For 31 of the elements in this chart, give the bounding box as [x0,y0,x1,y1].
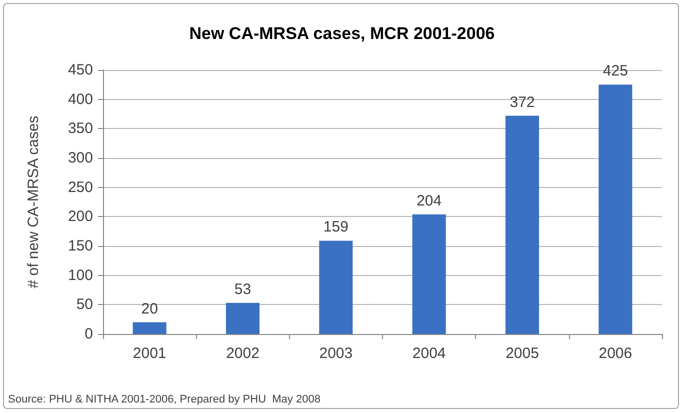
x-tick-label: 2004 [412,345,446,362]
x-tick-label: 2001 [132,345,166,362]
source-note: Source: PHU & NITHA 2001-2006, Prepared by PHU May 2008 [8,394,320,406]
x-tick-label: 2006 [598,345,632,362]
y-tick-label: 400 [68,90,93,108]
y-tick-label: 450 [68,62,93,78]
y-tick-label: 0 [84,326,93,342]
y-tick-label: 350 [68,120,93,138]
x-tick-label: 2002 [226,345,260,362]
y-tick-label: 150 [68,238,93,254]
data-label: 159 [323,218,348,236]
y-tick-label: 50 [76,296,93,314]
chart-title: New CA-MRSA cases, MCR 2001-2006 [189,24,495,43]
x-tick-label: 2005 [506,345,539,362]
bar [226,302,260,334]
y-tick-label: 200 [68,208,93,226]
data-label: 204 [416,192,442,210]
bar [319,240,353,334]
data-label: 425 [602,62,628,80]
bar [505,116,540,334]
y-tick-label: 250 [68,178,93,196]
data-label: 20 [141,300,158,318]
x-tick-label: 2003 [319,345,353,362]
data-label: 372 [510,94,535,111]
y-tick-label: 300 [68,150,93,166]
y-tick-label: 100 [68,266,93,284]
y-axis-title: # of new CA-MRSA cases [25,116,42,288]
bar [598,84,632,334]
bar [412,214,446,334]
data-label: 53 [234,280,252,298]
bar [132,322,166,334]
